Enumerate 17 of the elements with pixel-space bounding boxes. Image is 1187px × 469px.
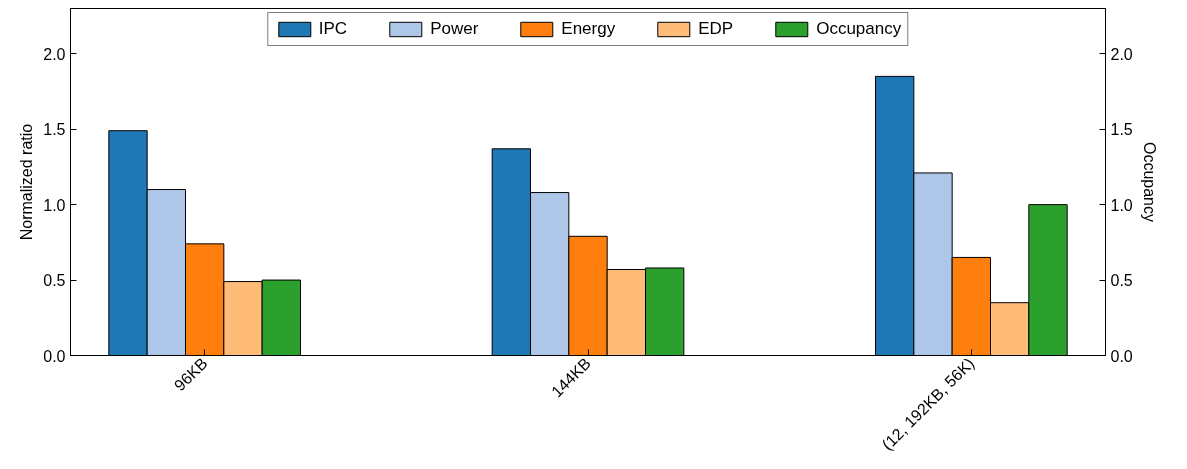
y2-tick-label: 1.0 [1110,196,1133,214]
y-axis-title: Normalized ratio [18,123,36,241]
y-tick-label: 2.0 [43,45,66,63]
legend-label: IPC [318,19,348,39]
y2-tick-label: 1.5 [1110,121,1133,139]
legend-label: Occupancy [816,19,902,39]
y2-tick-label: 0.0 [1110,347,1133,365]
y-tick-label: 0.0 [43,347,66,365]
legend-label: Energy [561,19,616,39]
y-tick-label: 1.5 [43,121,66,139]
y2-tick-label: 2.0 [1110,45,1133,63]
legend-label: Power [430,19,479,39]
y2-tick-label: 0.5 [1110,272,1133,290]
legend-label: EDP [698,19,734,39]
y-tick-label: 1.0 [43,196,66,214]
y-tick-label: 0.5 [43,272,66,290]
y2-axis-title: Occupancy [1140,141,1158,223]
